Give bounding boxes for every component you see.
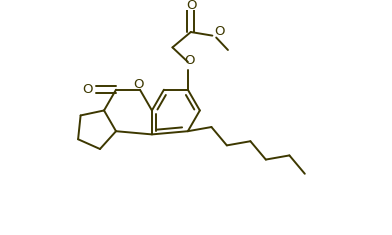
Text: O: O (187, 0, 197, 12)
Text: O: O (83, 83, 93, 96)
Text: O: O (133, 78, 143, 91)
Text: O: O (214, 25, 224, 38)
Text: O: O (185, 55, 195, 67)
